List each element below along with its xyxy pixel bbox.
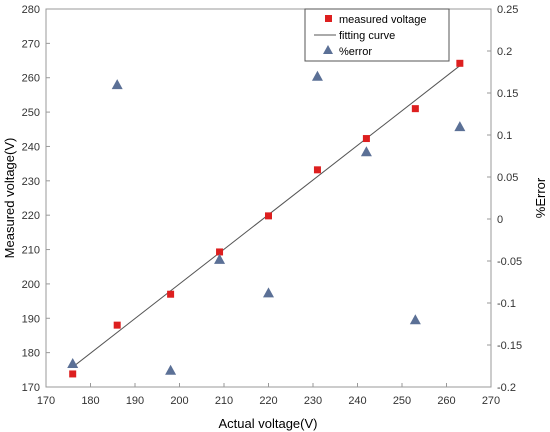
error-point [67, 357, 79, 368]
x-axis-title: Actual voltage(V) [219, 416, 318, 431]
x-tick-label: 210 [215, 395, 233, 407]
y-tick-label: 180 [22, 348, 40, 360]
y2-axis-title: %Error [533, 177, 548, 218]
y-tick-label: 170 [22, 382, 40, 394]
measured-voltage-point [69, 370, 77, 378]
x-ticks: 170 180 190 200 210 220 230 240 250 260 270 [37, 383, 500, 407]
y-tick-label: 190 [22, 313, 40, 325]
x-tick-label: 250 [393, 395, 411, 407]
error-point [311, 70, 323, 81]
y-tick-label: 230 [22, 176, 40, 188]
x-tick-label: 230 [304, 395, 322, 407]
measured-voltage-point [216, 248, 224, 256]
y2-tick-label: -0.1 [497, 298, 516, 310]
y-tick-label: 280 [22, 4, 40, 16]
y2-tick-label: 0 [497, 214, 503, 226]
y-tick-label: 250 [22, 107, 40, 119]
x-tick-label: 180 [81, 395, 99, 407]
legend-label-measured-voltage: measured voltage [339, 14, 426, 26]
error-point [263, 287, 274, 298]
y-tick-label: 240 [22, 141, 40, 153]
measured-voltage-point [362, 135, 370, 143]
y2-tick-label: 0.1 [497, 130, 512, 142]
error-point [165, 364, 177, 375]
y2-tick-label: 0.2 [497, 46, 512, 58]
y2-ticks: -0.2 -0.15 -0.1 -0.05 0 0.05 0.1 0.15 0.2 0.25 [487, 4, 522, 394]
series-layer [67, 59, 466, 378]
legend-label-fitting-curve: fitting curve [339, 30, 395, 42]
measured-voltage-point [313, 166, 321, 174]
y-ticks: 170 180 190 200 210 220 230 240 250 260 270 280 [22, 4, 50, 394]
measured-voltage-point [113, 321, 121, 329]
x-tick-label: 170 [37, 395, 55, 407]
error-point [454, 121, 466, 132]
y-tick-label: 210 [22, 245, 40, 257]
legend: measured voltage fitting curve %error [304, 8, 450, 62]
legend-marker-measured-voltage [325, 15, 332, 22]
measured-voltage-point [411, 105, 419, 113]
measured-voltage-point [265, 212, 272, 220]
y-tick-label: 200 [22, 279, 40, 291]
legend-label-error: %error [339, 46, 372, 58]
y2-tick-label: 0.15 [497, 88, 518, 100]
error-point [214, 253, 226, 264]
y2-tick-label: -0.15 [497, 340, 522, 352]
x-tick-label: 190 [126, 395, 144, 407]
y2-tick-label: -0.2 [497, 382, 516, 394]
measured-voltage-point [167, 290, 175, 298]
x-tick-label: 260 [437, 395, 455, 407]
x-tick-label: 220 [259, 395, 277, 407]
error-point [360, 146, 372, 157]
error-point [409, 314, 421, 325]
x-tick-label: 240 [348, 395, 366, 407]
y-axis-title: Measured voltage(V) [2, 138, 17, 259]
error-point [111, 79, 123, 90]
y2-tick-label: 0.05 [497, 172, 518, 184]
legend-marker-error [323, 45, 333, 54]
x-tick-label: 270 [482, 395, 500, 407]
y-tick-label: 270 [22, 38, 40, 50]
y-tick-label: 260 [22, 73, 40, 85]
y-tick-label: 220 [22, 210, 40, 222]
y2-tick-label: -0.05 [497, 256, 522, 268]
measured-voltage-point [456, 59, 464, 67]
x-tick-label: 200 [170, 395, 188, 407]
y2-tick-label: 0.25 [497, 4, 518, 16]
plot-frame [45, 8, 492, 388]
